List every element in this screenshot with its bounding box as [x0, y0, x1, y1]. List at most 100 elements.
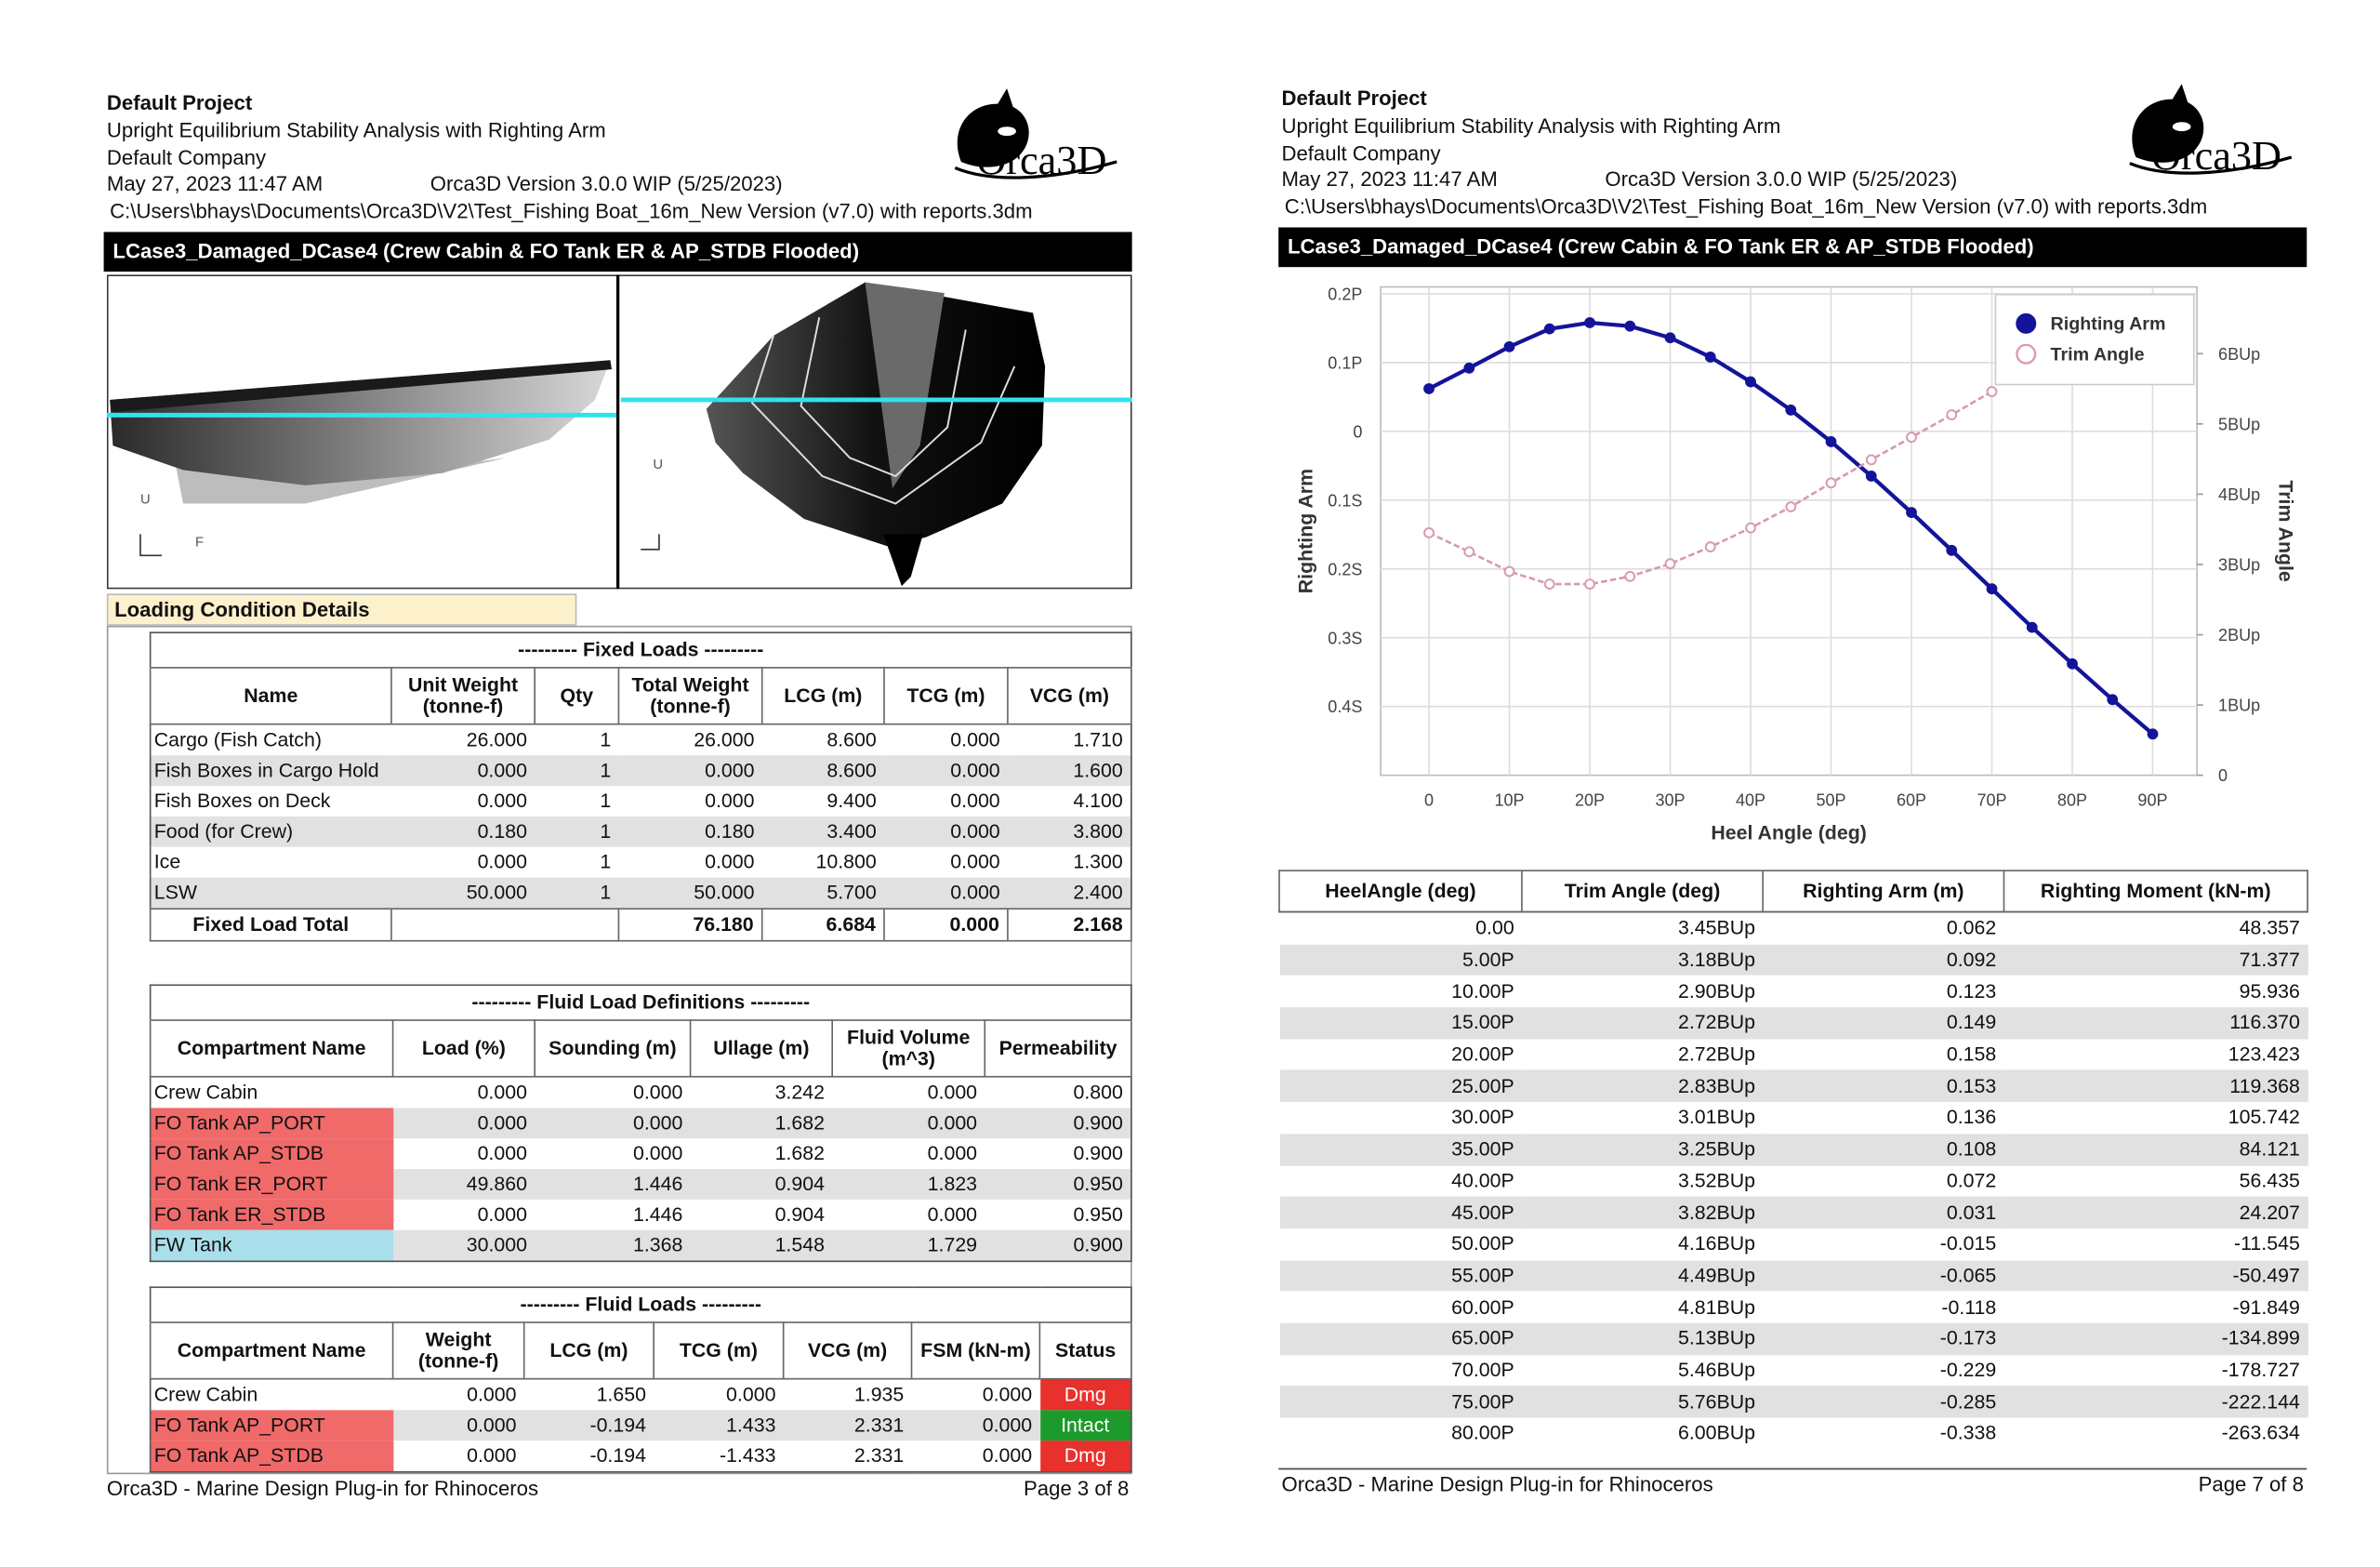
table-row: FW Tank 30.000 1.368 1.548 1.729 0.900	[150, 1229, 1131, 1262]
table-cell: 1	[535, 816, 619, 847]
x-tick-label: 60P	[1897, 790, 1926, 809]
table-cell: 0.031	[1763, 1196, 2004, 1228]
table-row: 70.00P 5.46BUp -0.229 -178.727	[1279, 1355, 2307, 1387]
table-cell: 1.600	[1007, 755, 1131, 787]
table-row: 15.00P 2.72BUp 0.149 116.370	[1278, 1007, 2308, 1040]
table-cell: 6.00BUp	[1677, 1421, 1755, 1444]
company-name: Default Company	[1281, 141, 1441, 166]
table-cell: 2.90BUp	[1677, 979, 1755, 1003]
table-cell: 0.000	[467, 1443, 517, 1467]
column-header: Righting Moment (kN-m)	[2003, 870, 2308, 913]
table-cell: 0.000	[477, 789, 527, 813]
x-tick-label: 20P	[1575, 790, 1605, 809]
legend-label: Righting Arm	[2051, 313, 2166, 334]
table-cell: 3.01BUp	[1677, 1105, 1755, 1129]
status-cell: Intact	[1039, 1410, 1131, 1441]
table-cell: 0.900	[985, 1108, 1131, 1139]
x-tick-label: 40P	[1736, 790, 1765, 809]
table-cell: 105.742	[2228, 1105, 2300, 1129]
table-cell: 1.682	[774, 1141, 825, 1165]
table-cell: -50.497	[2003, 1259, 2308, 1292]
logo-orca	[2132, 84, 2204, 163]
data-point	[1865, 470, 1877, 482]
axis-glyph	[641, 534, 660, 551]
column-header: Weight (tonne-f)	[391, 1321, 525, 1380]
column-header: Righting Arm (m)	[1762, 870, 2005, 913]
table-row: 25.00P 2.83BUp 0.153 119.368	[1278, 1070, 2308, 1103]
table-cell: 3.242	[774, 1080, 825, 1104]
table-cell: 45.00P	[1278, 1196, 1522, 1228]
table-cell: 4.49BUp	[1521, 1259, 1764, 1292]
table-cell: 5.46BUp	[1677, 1358, 1755, 1382]
data-point	[2026, 621, 2038, 633]
table-cell: 0.158	[1946, 1042, 1997, 1066]
table-cell: 1.446	[632, 1202, 683, 1226]
table-row: 80.00P 6.00BUp -0.338 -263.634	[1279, 1418, 2307, 1450]
logo-swoosh	[954, 160, 1117, 179]
data-point	[1825, 436, 1837, 447]
table-cell: 1	[600, 789, 612, 813]
report-date: May 27, 2023 11:47 AM	[106, 172, 324, 196]
table-cell: 1	[600, 850, 612, 873]
column-header: Load (%)	[391, 1019, 536, 1078]
table-head: --------- Fluid Loads --------- Compartme…	[149, 1287, 1132, 1380]
table-cell: 3.52BUp	[1677, 1168, 1755, 1192]
table-cell: 3.400	[761, 816, 884, 847]
y2-tick-label: 4BUp	[2218, 485, 2260, 504]
table-cell: 2.72BUp	[1677, 1042, 1755, 1066]
table-cell: 0.000	[392, 1410, 524, 1441]
view-label: U	[140, 493, 151, 508]
section-title: LCase3_Damaged_DCase4 (Crew Cabin & FO T…	[1278, 227, 2307, 268]
table-row: FO Tank AP_PORT 0.000 -0.194 1.433 2.331 0.00…	[150, 1410, 1131, 1441]
legend-marker	[2016, 343, 2037, 365]
report-page: Default Project Upright Equilibrium Stabi…	[1175, 0, 2365, 1562]
table-cell: 3.18BUp	[1521, 944, 1764, 976]
table-cell: 0.136	[1946, 1105, 1997, 1129]
column-header: Compartment Name	[149, 1321, 394, 1380]
table-body: Crew Cabin 0.000 0.000 3.242 0.000 0.800 FO Ta…	[150, 1077, 1131, 1262]
data-point	[1423, 383, 1435, 394]
table-cell: 2.331	[853, 1443, 905, 1467]
table-row: 45.00P 3.82BUp 0.031 24.207	[1278, 1196, 2308, 1228]
table-cell: -0.194	[589, 1443, 646, 1467]
table-cell: 123.423	[2228, 1042, 2300, 1066]
table-cell: 0.904	[690, 1169, 833, 1200]
view-label: F	[195, 535, 204, 550]
x-tick-label: 80P	[2057, 790, 2087, 809]
column-header: Unit Weight (tonne-f)	[390, 667, 536, 725]
section-title: LCase3_Damaged_DCase4 (Crew Cabin & FO T…	[103, 232, 1132, 272]
logo-text: Orca3D	[2151, 133, 2281, 179]
hull-views: U F U	[106, 274, 1132, 590]
y2-tick-label: 3BUp	[2218, 556, 2260, 575]
table-cell: 0.149	[1763, 1007, 2004, 1040]
x-tick-label: 0	[1424, 790, 1434, 809]
header-row: Compartment Name Weight (tonne-f) LCG (m) T…	[149, 1321, 1132, 1380]
legend-box	[1994, 293, 2195, 386]
table-cell: FO Tank AP_PORT	[150, 1108, 393, 1139]
file-path: C:\Users\bhays\Documents\Orca3D\V2\Test_…	[1284, 195, 2208, 219]
table-body: Cargo (Fish Catch) 26.000 1 26.000 8.600 0.00…	[150, 724, 1131, 910]
table-cell: 0.000	[832, 1108, 985, 1139]
status-cell: Dmg	[1039, 1378, 1131, 1411]
table-cell: 60.00P	[1451, 1295, 1514, 1319]
data-point	[1946, 409, 1958, 420]
table-cell: 0.000	[950, 789, 1000, 813]
table-cell: 0.000	[950, 727, 1000, 751]
x-tick-label: 70P	[1977, 790, 2006, 809]
table-cell: 15.00P	[1278, 1007, 1522, 1040]
footer-right: Page 3 of 8	[1024, 1477, 1130, 1501]
data-table: --------- Fluid Loads --------- Compartme…	[149, 1286, 1132, 1473]
data-point	[1423, 527, 1435, 538]
table-cell: Crew Cabin	[153, 1080, 258, 1104]
data-point	[1463, 546, 1475, 558]
table-cell: 30.000	[392, 1229, 536, 1262]
table-cell: 50.00P	[1451, 1231, 1514, 1255]
table-cell: 0.00	[1475, 916, 1514, 939]
table-cell: -0.285	[1763, 1386, 2004, 1418]
table-cell: 80.00P	[1451, 1421, 1514, 1444]
table-cell: 0.000	[950, 850, 1000, 873]
table-cell: 1	[535, 877, 619, 910]
table-cell: 30.00P	[1451, 1105, 1514, 1129]
table-cell: 0.000	[927, 1080, 978, 1104]
data-point	[1584, 578, 1595, 591]
